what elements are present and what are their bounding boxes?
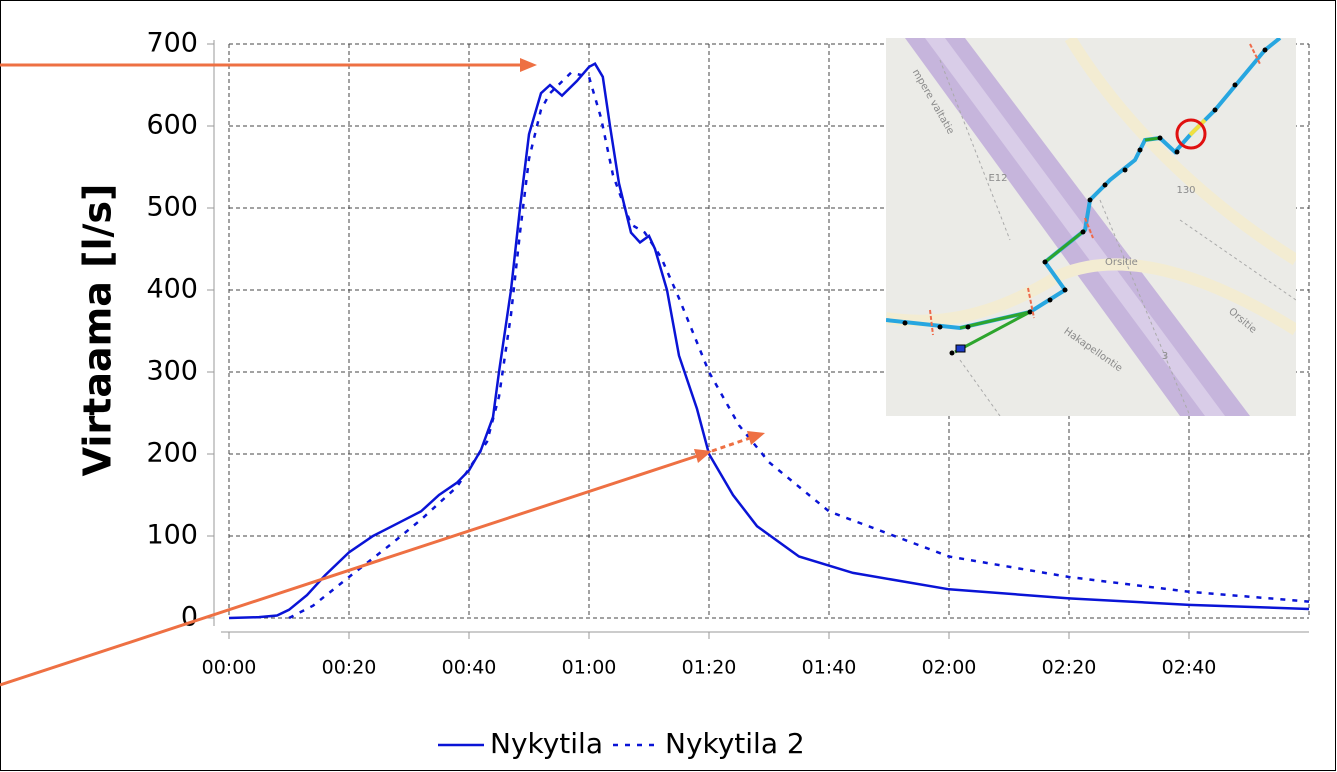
y-tick-label: 700 <box>146 28 198 59</box>
y-tick-label: 0 <box>181 602 198 633</box>
y-tick-label: 300 <box>146 356 198 387</box>
map-label: E12 <box>988 173 1007 184</box>
map-label: 130 <box>1176 185 1195 196</box>
legend-label: Nykytila <box>490 727 603 760</box>
x-tick-label: 01:00 <box>562 657 617 679</box>
x-tick-label: 00:00 <box>202 657 257 679</box>
legend-label: Nykytila 2 <box>665 727 805 760</box>
x-tick-label: 00:40 <box>442 657 497 679</box>
y-tick-label: 100 <box>146 520 198 551</box>
map-inset: mpere valtatie E12 130 Orsitie Orsitie H… <box>886 38 1296 416</box>
y-tick-label: 600 <box>146 110 198 141</box>
y-tick-label: 500 <box>146 192 198 223</box>
y-tick-label: 400 <box>146 274 198 305</box>
y-tick-label: 200 <box>146 438 198 469</box>
y-axis-label: Virtaama [l/s] <box>76 184 120 477</box>
x-tick-label: 01:40 <box>802 657 857 679</box>
x-tick-label: 02:40 <box>1162 657 1217 679</box>
x-tick-label: 01:20 <box>682 657 737 679</box>
map-label: 3 <box>1162 351 1168 362</box>
x-tick-label: 00:20 <box>322 657 377 679</box>
chart: 0 100 200 300 400 500 600 700 00:00 00:20 00:40 01:… <box>0 0 1337 772</box>
x-tick-label: 02:20 <box>1042 657 1097 679</box>
map-label: Orsitie <box>1105 257 1138 268</box>
x-tick-label: 02:00 <box>922 657 977 679</box>
